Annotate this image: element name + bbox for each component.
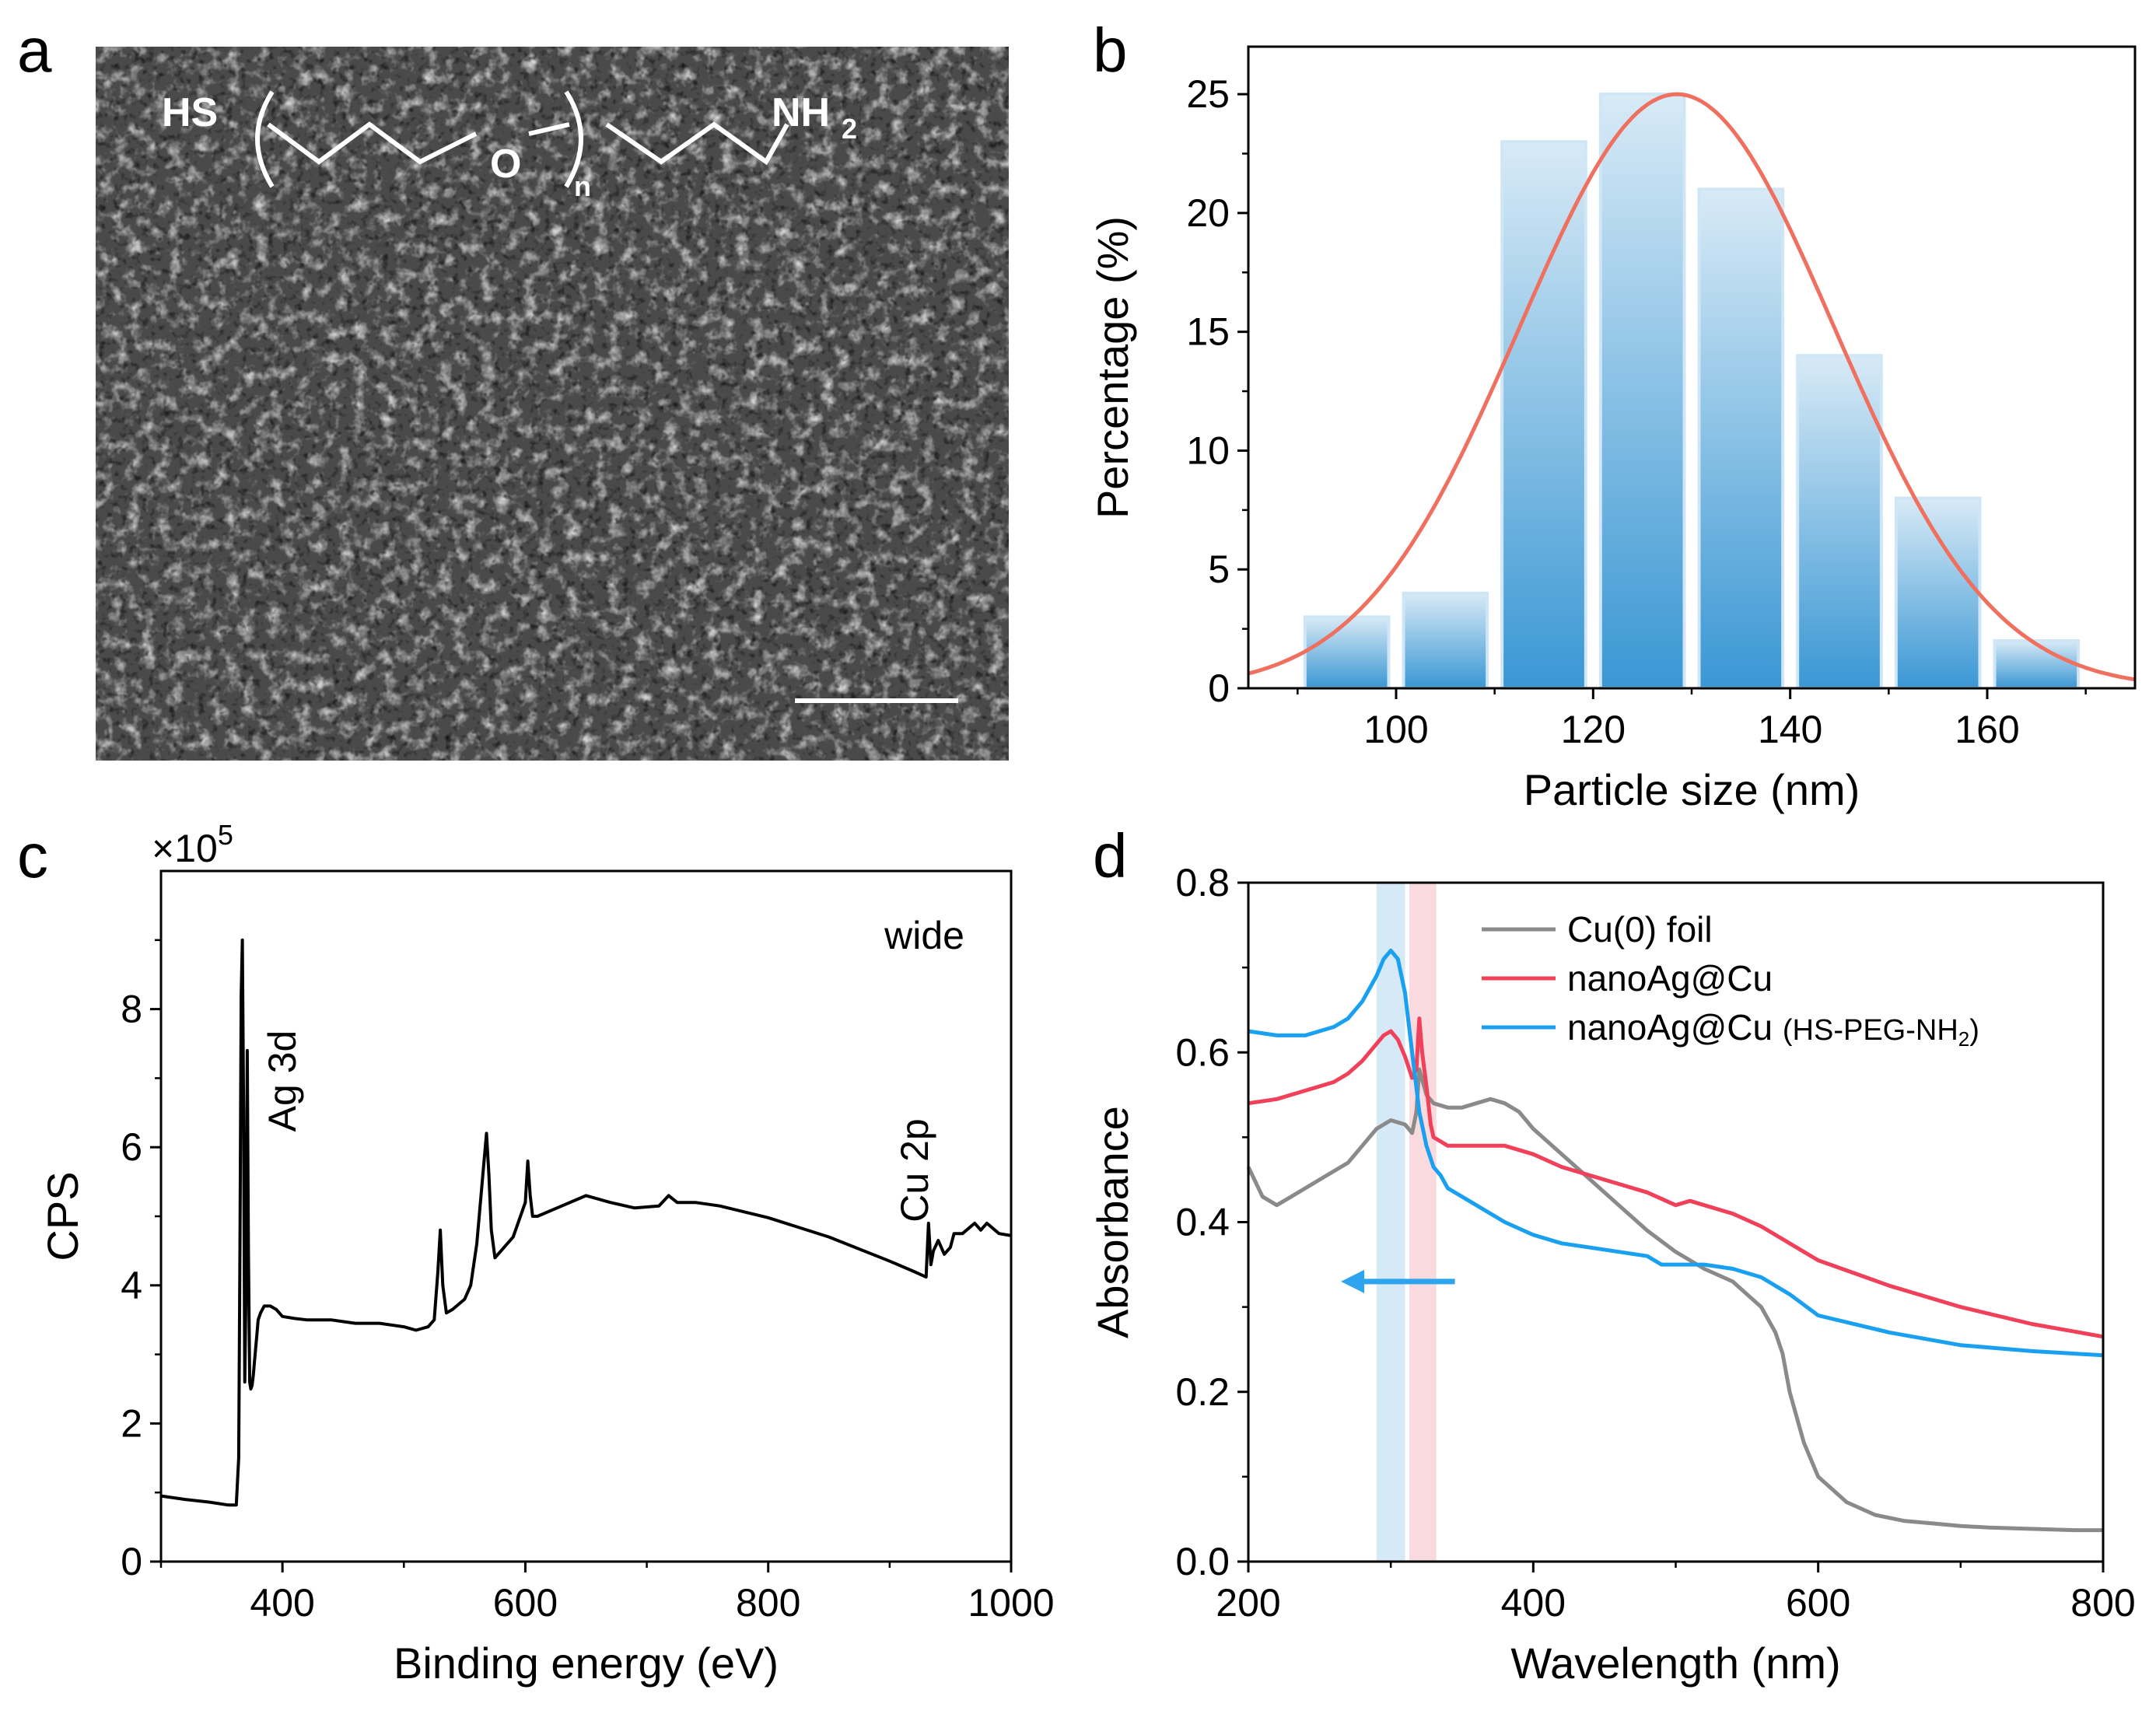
series-line xyxy=(1248,948,2104,1358)
shift-arrow-head xyxy=(1341,1269,1365,1293)
formula-bracket-left xyxy=(255,90,275,188)
series-line xyxy=(1248,1016,2104,1339)
y-tick-label: 2 xyxy=(121,1401,142,1445)
y-tick-label: 10 xyxy=(1186,429,1230,472)
x-tick-label: 600 xyxy=(1786,1581,1850,1625)
xps-series-line xyxy=(160,938,1012,1507)
highlight-band xyxy=(1376,883,1405,1562)
plot-frame xyxy=(1247,881,2105,1563)
annotation-cu-2p: Cu 2p xyxy=(893,1118,936,1222)
formula-sub2: 2 xyxy=(842,113,857,145)
x-tick-label: 800 xyxy=(2070,1581,2135,1625)
plot-frame xyxy=(1247,45,2137,690)
panel-letter-b: b xyxy=(1093,16,1128,85)
y-tick-label: 5 xyxy=(1208,547,1230,591)
absorbance-chart: 200 400 600 800 0.0 0.2 0.4 0.6 0.8 Wavelength (n… xyxy=(1088,861,2136,1688)
sem-image xyxy=(96,47,1009,761)
y-tick-label: 15 xyxy=(1186,310,1230,354)
panel-letter-d: d xyxy=(1093,821,1128,890)
bar xyxy=(1697,187,1785,691)
x-tick-label: 100 xyxy=(1363,708,1428,751)
bar xyxy=(1993,638,2081,691)
x-tick-label: 200 xyxy=(1216,1581,1280,1625)
series-line xyxy=(1246,1067,2103,1533)
y-tick-label: 6 xyxy=(121,1125,142,1169)
formula-n: n xyxy=(574,170,591,202)
legend-label: nanoAg@Cu (HS-PEG-NH2) xyxy=(1567,1007,1979,1051)
x-tick-label: 800 xyxy=(736,1581,800,1625)
bar xyxy=(1894,496,1982,690)
x-tick-label: 1000 xyxy=(968,1581,1054,1625)
x-tick-label: 600 xyxy=(493,1581,558,1625)
y-tick-label: 0.8 xyxy=(1175,861,1230,904)
annotation-wide: wide xyxy=(884,914,964,957)
peg-formula: HS O n NH 2 xyxy=(162,90,857,202)
formula-chain-1 xyxy=(267,121,478,165)
bar xyxy=(1402,591,1489,690)
formula-o: O xyxy=(490,142,521,187)
y-tick-label: 20 xyxy=(1186,191,1230,235)
x-tick-label: 160 xyxy=(1955,708,2019,751)
y-tick-label: 8 xyxy=(121,988,142,1031)
y-tick-label: 0.6 xyxy=(1175,1030,1230,1074)
x-tick-label: 400 xyxy=(250,1581,314,1625)
gaussian-fit-line xyxy=(1248,92,2136,682)
x-axis-label: Particle size (nm) xyxy=(1524,765,1860,814)
y-tick-label: 0 xyxy=(1208,666,1230,710)
y-tick-label: 25 xyxy=(1186,72,1230,116)
highlight-band xyxy=(1409,883,1437,1562)
y-axis-label: Percentage (%) xyxy=(1088,216,1137,519)
x-axis-label: Binding energy (eV) xyxy=(394,1639,779,1688)
legend-label: nanoAg@Cu xyxy=(1567,958,1773,999)
multiplier-label: ×105 xyxy=(152,819,233,870)
formula-nh: NH xyxy=(772,90,830,135)
formula-hs: HS xyxy=(162,90,218,135)
x-axis-label: Wavelength (nm) xyxy=(1510,1639,1840,1688)
bar xyxy=(1303,615,1391,690)
y-tick-label: 0.4 xyxy=(1175,1201,1230,1244)
panel-letter-a: a xyxy=(17,16,52,85)
particle-size-histogram: 100 120 140 160 0 5 10 15 20 25 Particle size (nm)… xyxy=(1088,45,2137,814)
y-tick-label: 0.2 xyxy=(1175,1370,1230,1414)
formula-chain-2 xyxy=(528,122,570,136)
formula-chain-3 xyxy=(605,121,789,166)
legend-label: Cu(0) foil xyxy=(1567,909,1713,950)
plot-frame xyxy=(159,869,1013,1563)
y-axis-label: CPS xyxy=(38,1171,87,1261)
bar xyxy=(1500,140,1587,690)
panel-letter-c: c xyxy=(17,821,48,890)
y-tick-label: 4 xyxy=(121,1264,142,1307)
y-tick-label: 0 xyxy=(121,1540,142,1583)
x-tick-label: 120 xyxy=(1561,708,1626,751)
y-axis-label: Absorbance xyxy=(1088,1106,1137,1338)
xps-survey-chart: 400 600 800 1000 0 2 4 6 8 Binding energy (eV) CPS… xyxy=(38,819,1055,1688)
bar xyxy=(1598,93,1686,691)
bar xyxy=(1796,354,1883,690)
x-tick-label: 400 xyxy=(1501,1581,1566,1625)
annotation-ag-3d: Ag 3d xyxy=(261,1030,304,1132)
x-tick-label: 140 xyxy=(1758,708,1822,751)
y-tick-label: 0.0 xyxy=(1175,1540,1230,1583)
formula-bracket-right xyxy=(564,90,583,188)
